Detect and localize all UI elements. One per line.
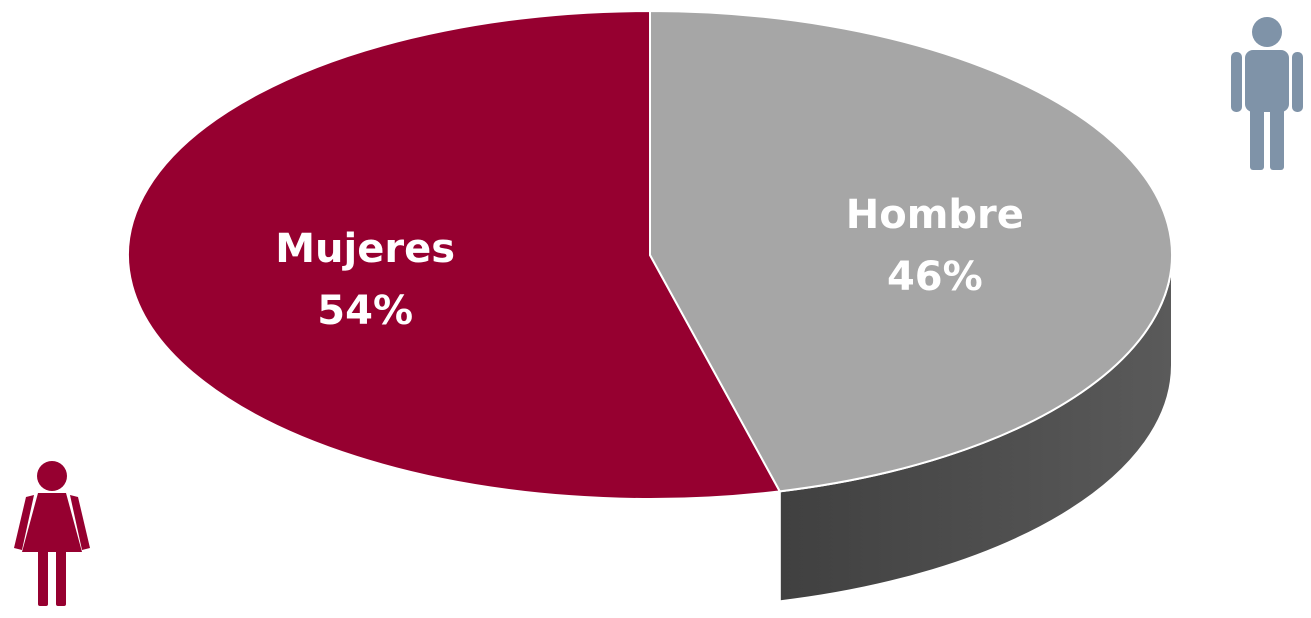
pie-slice-hombre — [649, 10, 1173, 493]
female-person-icon — [14, 461, 90, 606]
slice-value-hombre: 46% — [887, 254, 983, 300]
pie-labels: Mujeres 54% Hombre 46% — [275, 192, 1024, 334]
slice-value-mujeres: 54% — [317, 288, 413, 334]
pie-slice-mujeres — [127, 10, 781, 500]
male-person-icon — [1231, 17, 1303, 170]
slice-label-mujeres: Mujeres — [275, 226, 455, 272]
pie-tops — [127, 10, 1173, 500]
slice-label-hombre: Hombre — [846, 192, 1024, 238]
